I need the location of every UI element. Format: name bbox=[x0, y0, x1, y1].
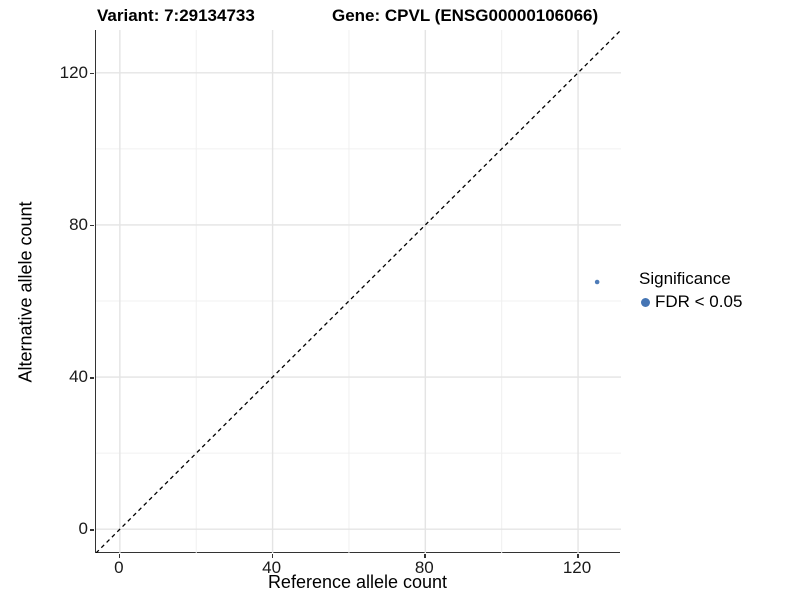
x-tick-mark bbox=[424, 554, 426, 558]
y-tick-label: 80 bbox=[69, 214, 88, 234]
y-tick-label: 0 bbox=[78, 519, 88, 539]
legend-point-icon bbox=[641, 297, 650, 307]
y-tick-label: 40 bbox=[69, 367, 88, 387]
y-tick-mark bbox=[90, 224, 94, 227]
y-tick-mark bbox=[90, 529, 94, 531]
x-tick-label: 0 bbox=[114, 558, 124, 577]
legend: Significance FDR < 0.05 bbox=[639, 269, 742, 312]
x-tick-mark bbox=[118, 554, 121, 558]
x-tick-label: 80 bbox=[414, 558, 434, 577]
x-tick-label: 120 bbox=[562, 558, 592, 577]
x-tick-mark bbox=[271, 554, 274, 558]
plot-title-variant: Variant: 7:29134733 bbox=[97, 6, 255, 25]
x-tick-mark bbox=[577, 554, 579, 558]
y-tick-mark bbox=[90, 377, 94, 379]
identity-line bbox=[96, 30, 621, 553]
y-axis-label: Alternative allele count bbox=[15, 201, 36, 383]
legend-title: Significance bbox=[639, 269, 731, 288]
legend-item-label: FDR < 0.05 bbox=[655, 292, 743, 311]
y-tick-label: 120 bbox=[59, 62, 88, 82]
x-tick-label: 40 bbox=[262, 558, 282, 577]
plot-title-gene: Gene: CPVL (ENSG00000106066) bbox=[332, 6, 599, 25]
plot-area bbox=[96, 30, 621, 553]
plot-panel bbox=[95, 30, 621, 553]
data-point bbox=[594, 279, 600, 285]
y-tick-mark bbox=[90, 72, 94, 75]
x-axis-label: Reference allele count bbox=[267, 572, 448, 592]
legend-item: FDR < 0.05 bbox=[639, 292, 742, 312]
